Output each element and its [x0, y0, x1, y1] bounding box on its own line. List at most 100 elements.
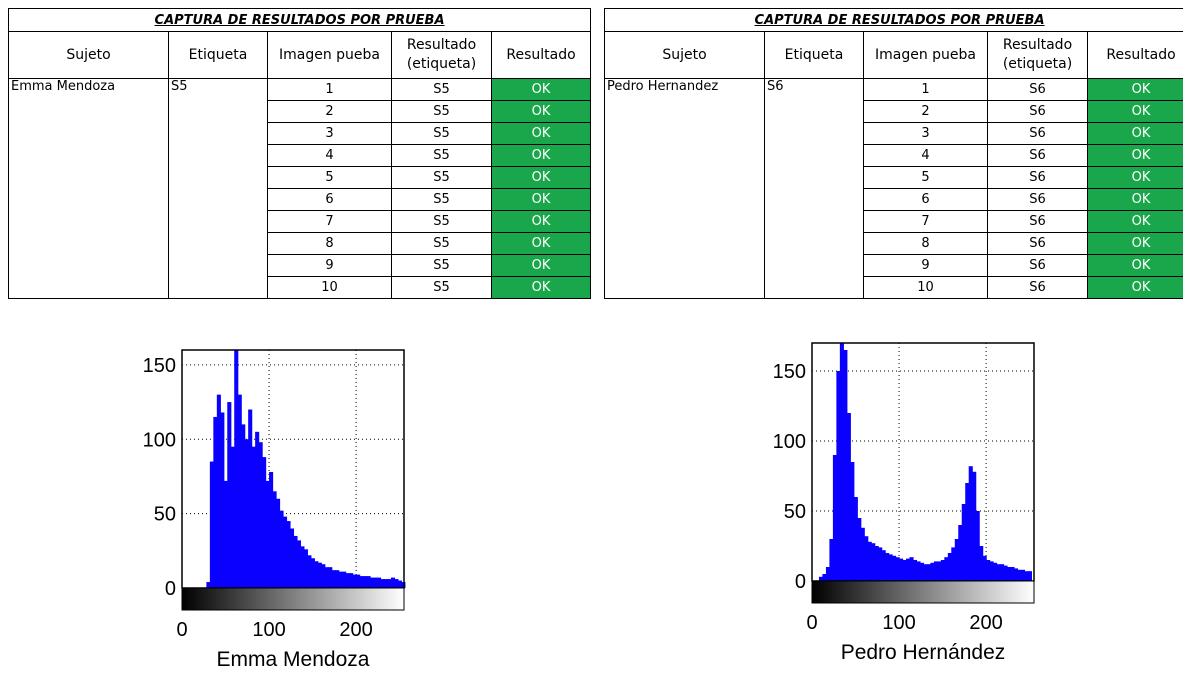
- x-tick-label: 0: [176, 619, 187, 641]
- histogram-bar: [836, 371, 840, 581]
- cell-imagen: 3: [864, 123, 988, 145]
- cell-resultado-etiqueta: S6: [988, 211, 1088, 233]
- cell-resultado-ok: OK: [492, 167, 591, 189]
- cell-imagen: 6: [864, 189, 988, 211]
- histogram-bar: [227, 402, 231, 588]
- histogram-bar: [262, 457, 266, 588]
- histogram-bar: [833, 455, 837, 581]
- cell-resultado-etiqueta: S6: [988, 145, 1088, 167]
- x-axis-label: Emma Mendoza: [217, 648, 370, 671]
- histogram-bar: [353, 575, 357, 588]
- cell-resultado-etiqueta: S5: [392, 277, 492, 299]
- histogram-bar: [854, 497, 858, 581]
- cell-sujeto: Emma Mendoza: [9, 79, 169, 299]
- histogram-bar: [377, 578, 381, 588]
- histogram-bar: [822, 574, 826, 581]
- histogram-bar: [307, 555, 311, 588]
- cell-resultado-etiqueta: S6: [988, 189, 1088, 211]
- histogram-bar: [269, 472, 273, 588]
- cell-resultado-ok: OK: [492, 79, 591, 101]
- histogram-bar: [380, 579, 384, 588]
- y-tick-label: 50: [784, 501, 806, 523]
- header-resultado: Resultado: [492, 32, 591, 79]
- histogram-bar: [360, 576, 364, 588]
- cell-imagen: 1: [864, 79, 988, 101]
- cell-resultado-ok: OK: [492, 189, 591, 211]
- histogram-bar: [875, 546, 879, 581]
- histogram-bar: [231, 447, 235, 588]
- histogram-bar: [861, 528, 865, 581]
- cell-imagen: 7: [268, 211, 392, 233]
- cell-resultado-etiqueta: S6: [988, 233, 1088, 255]
- histogram-bar: [234, 350, 238, 588]
- histogram-bar: [948, 553, 952, 581]
- histogram-bar: [374, 578, 378, 588]
- histogram-bar: [391, 578, 395, 588]
- histogram-bar: [300, 546, 304, 588]
- header-imagen-pueba: Imagen pueba: [864, 32, 988, 79]
- header-sujeto: Sujeto: [605, 32, 765, 79]
- cell-resultado-ok: OK: [1088, 255, 1183, 277]
- histogram-bar: [339, 572, 343, 588]
- histogram-bar: [1004, 566, 1008, 581]
- histogram-bar: [934, 561, 938, 581]
- cell-imagen: 9: [268, 255, 392, 277]
- cell-resultado-etiqueta: S5: [392, 233, 492, 255]
- histogram-bar: [325, 567, 329, 588]
- histogram-bar: [850, 462, 854, 581]
- cell-imagen: 7: [864, 211, 988, 233]
- histogram-bar: [398, 581, 402, 588]
- header-resultado: Resultado: [1088, 32, 1183, 79]
- histogram-bar: [868, 542, 872, 581]
- x-tick-label: 100: [252, 619, 285, 641]
- histogram-bar: [1017, 570, 1021, 581]
- histogram-bar: [976, 511, 980, 581]
- histogram-bar: [955, 539, 959, 581]
- header-resultado-etiqueta: Resultado (etiqueta): [392, 32, 492, 79]
- x-tick-label: 0: [806, 612, 817, 634]
- header-resultado-etiqueta-line1: Resultado: [988, 36, 1087, 55]
- histogram-bar: [882, 550, 886, 581]
- histogram-bar: [857, 518, 861, 581]
- cell-resultado-ok: OK: [492, 101, 591, 123]
- histogram-bar: [283, 517, 287, 588]
- histogram-bar: [297, 540, 301, 588]
- histogram-bar: [280, 511, 284, 588]
- cell-resultado-ok: OK: [492, 211, 591, 233]
- histogram-bar: [328, 567, 332, 588]
- results-table: CAPTURA DE RESULTADOS POR PRUEBA Sujeto …: [604, 8, 1183, 299]
- histogram-bar: [335, 570, 339, 588]
- cell-resultado-ok: OK: [1088, 277, 1183, 299]
- histogram-bar: [252, 447, 256, 588]
- histogram-bar: [318, 563, 322, 588]
- histogram-bar: [387, 579, 391, 588]
- histogram-bar: [930, 563, 934, 581]
- cell-resultado-ok: OK: [492, 255, 591, 277]
- histogram-bar: [916, 561, 920, 581]
- cell-resultado-ok: OK: [1088, 79, 1183, 101]
- cell-imagen: 5: [268, 167, 392, 189]
- histogram-bar: [892, 556, 896, 581]
- cell-resultado-etiqueta: S5: [392, 79, 492, 101]
- grayscale-colorbar: [182, 588, 404, 610]
- histogram-bar: [238, 395, 242, 588]
- header-resultado-etiqueta-line2: (etiqueta): [392, 55, 491, 74]
- x-tick-label: 200: [969, 612, 1002, 634]
- cell-resultado-etiqueta: S6: [988, 277, 1088, 299]
- histogram-bar: [255, 432, 259, 588]
- histogram-bar: [349, 573, 353, 588]
- histogram-bar: [885, 553, 889, 581]
- histogram-bar: [266, 481, 270, 588]
- cell-imagen: 6: [268, 189, 392, 211]
- histogram-bar: [1010, 567, 1014, 581]
- histogram-bar: [937, 561, 941, 581]
- histogram-bar: [903, 560, 907, 581]
- cell-resultado-etiqueta: S5: [392, 101, 492, 123]
- histogram-bar: [944, 557, 948, 581]
- histogram-bar: [1007, 567, 1011, 581]
